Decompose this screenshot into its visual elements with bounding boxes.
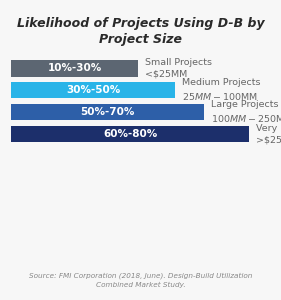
Text: 30%-50%: 30%-50% <box>66 85 120 95</box>
FancyBboxPatch shape <box>11 104 204 120</box>
Text: Large Projects
$100MM-$250MM: Large Projects $100MM-$250MM <box>211 100 281 124</box>
Text: 10%-30%: 10%-30% <box>47 63 102 73</box>
FancyBboxPatch shape <box>11 82 175 98</box>
Text: Small Projects
<$25MM: Small Projects <$25MM <box>145 58 212 79</box>
Text: Source: FMI Corporation (2018, June). Design-Build Utilization
Combined Market S: Source: FMI Corporation (2018, June). De… <box>29 273 252 288</box>
Text: Likelihood of Projects Using D-B by
Project Size: Likelihood of Projects Using D-B by Proj… <box>17 16 264 46</box>
Text: Medium Projects
$25MM-$100MM: Medium Projects $25MM-$100MM <box>182 78 260 102</box>
FancyBboxPatch shape <box>11 126 249 142</box>
FancyBboxPatch shape <box>11 60 138 76</box>
Text: 50%-70%: 50%-70% <box>80 107 135 117</box>
Text: Very Large Projects
>$250MM: Very Large Projects >$250MM <box>256 124 281 144</box>
Text: 60%-80%: 60%-80% <box>103 129 157 139</box>
